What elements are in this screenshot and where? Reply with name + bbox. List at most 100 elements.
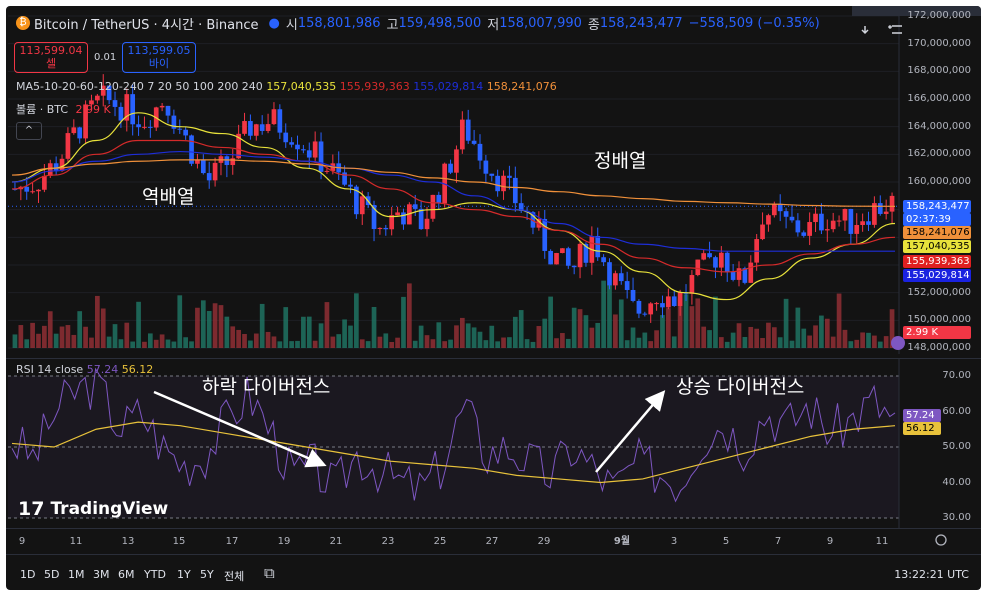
date-range-icon[interactable]: ⧉ bbox=[264, 564, 275, 582]
volume-bar bbox=[618, 299, 624, 348]
settings-gear-icon[interactable] bbox=[935, 534, 947, 546]
volume-bar bbox=[312, 340, 318, 348]
candle-body bbox=[59, 158, 65, 171]
volume-legend[interactable]: 볼륨 · BTC 2.99 K bbox=[16, 101, 111, 117]
price-tag: 158,241,076 bbox=[903, 226, 971, 239]
candle-body bbox=[448, 163, 453, 173]
volume-bar bbox=[518, 310, 524, 348]
volume-bar bbox=[536, 326, 542, 348]
sell-button[interactable]: 113,599.04 셀 bbox=[14, 42, 88, 73]
volume-bar bbox=[807, 335, 812, 348]
volume-bar bbox=[677, 298, 683, 348]
candle-body bbox=[301, 149, 306, 151]
time-tick: 19 bbox=[278, 536, 291, 547]
candle-body bbox=[224, 156, 230, 166]
candle-body bbox=[813, 213, 818, 223]
candle-body bbox=[512, 177, 518, 204]
candle-body bbox=[771, 203, 777, 216]
price-tick: 166,000,000 bbox=[907, 93, 971, 104]
rsi-legend[interactable]: RSI 14 close 57.24 56.12 bbox=[16, 363, 153, 376]
ma-legend[interactable]: MA5-10-20-60-120-240 7 20 50 100 200 240… bbox=[16, 80, 557, 93]
candle-body bbox=[507, 175, 512, 178]
candle-body bbox=[624, 281, 630, 290]
symbol-title[interactable]: ₿ Bitcoin / TetherUS · 4시간 · Binance ● 시… bbox=[16, 14, 820, 33]
ma-name: MA5-10-20-60-120-240 bbox=[16, 80, 144, 93]
buy-button[interactable]: 113,599.05 바이 bbox=[122, 42, 196, 73]
timeframe-4[interactable]: 6M bbox=[118, 568, 135, 581]
timeframe-8[interactable]: 전체 bbox=[224, 570, 245, 583]
close-value: 158,243,477 bbox=[599, 15, 683, 31]
collapse-legend-button[interactable]: ^ bbox=[16, 122, 42, 140]
timeframe-0[interactable]: 1D bbox=[20, 568, 36, 581]
time-tick: 7 bbox=[775, 536, 781, 547]
volume-bar bbox=[177, 295, 183, 348]
candle-body bbox=[660, 303, 665, 308]
volume-bar bbox=[824, 318, 830, 348]
volume-bar bbox=[336, 334, 342, 348]
volume-bar bbox=[471, 327, 477, 348]
volume-bar bbox=[877, 341, 883, 348]
volume-bar bbox=[30, 322, 35, 348]
time-tick: 29 bbox=[538, 536, 551, 547]
candle-body bbox=[689, 275, 695, 294]
volume-bar bbox=[459, 317, 465, 348]
timeframe-3[interactable]: 3M bbox=[93, 568, 110, 581]
lightning-icon[interactable] bbox=[891, 336, 905, 350]
candle-body bbox=[583, 243, 589, 263]
candle-body bbox=[47, 163, 53, 176]
volume-bar bbox=[813, 325, 818, 348]
candle-body bbox=[565, 248, 571, 266]
bear-div-arrow bbox=[153, 390, 327, 468]
volume-bar bbox=[530, 341, 536, 348]
volume-bar bbox=[18, 325, 24, 348]
price-tick: 148,000,000 bbox=[907, 342, 971, 353]
rsi-pane[interactable] bbox=[6, 358, 981, 528]
rsi-ma-line bbox=[11, 421, 896, 484]
candle-body bbox=[77, 127, 83, 139]
volume-bar bbox=[624, 340, 630, 348]
candle-body bbox=[312, 141, 318, 158]
volume-bar bbox=[100, 308, 106, 348]
watermark-text: TradingView bbox=[50, 499, 169, 519]
spread-value: 0.01 bbox=[94, 52, 117, 63]
candle-body bbox=[577, 243, 583, 268]
volume-bar bbox=[83, 326, 88, 348]
clock[interactable]: 13:22:21 UTC bbox=[894, 568, 969, 581]
volume-bar bbox=[418, 325, 424, 348]
candle-body bbox=[271, 109, 277, 125]
timeframe-1[interactable]: 5D bbox=[44, 568, 60, 581]
candle-body bbox=[118, 106, 124, 121]
volume-bar bbox=[789, 340, 795, 348]
time-axis[interactable]: 9 11 13 15 17 19 21 23 25 27 29 9월 3 5 7 9 11 bbox=[6, 528, 981, 554]
price-tag: 155,939,363 bbox=[903, 255, 971, 268]
candle-body bbox=[30, 191, 35, 193]
tradingview-logo-icon: 𝟭𝟳 bbox=[18, 498, 45, 520]
timeframe-2[interactable]: 1M bbox=[68, 568, 85, 581]
volume-bar bbox=[200, 300, 206, 348]
timeframe-5[interactable]: YTD bbox=[144, 568, 166, 581]
volume-bar bbox=[842, 329, 848, 348]
candle-body bbox=[348, 184, 353, 187]
volume-bar bbox=[465, 323, 471, 348]
volume-bar bbox=[389, 341, 395, 348]
volume-bar bbox=[230, 326, 236, 348]
volume-bar bbox=[354, 293, 359, 348]
annotation-inverse: 역배열 bbox=[142, 186, 195, 208]
ma-values: 157,040,535 155,939,363 155,029,814 158,… bbox=[266, 80, 556, 93]
candle-body bbox=[824, 229, 830, 231]
download-icon[interactable] bbox=[861, 26, 869, 35]
volume-bar bbox=[118, 339, 124, 348]
timeframe-6[interactable]: 1Y bbox=[177, 568, 191, 581]
bull-div-arrow bbox=[595, 390, 666, 473]
volume-bar bbox=[165, 339, 171, 348]
candle-body bbox=[471, 140, 477, 144]
timeframe-7[interactable]: 5Y bbox=[200, 568, 214, 581]
volume-bar bbox=[183, 337, 188, 348]
settings-icon[interactable] bbox=[888, 25, 902, 34]
volume-bar bbox=[589, 327, 595, 348]
candle-body bbox=[671, 296, 677, 307]
volume-bar bbox=[683, 294, 689, 348]
price-pane[interactable] bbox=[6, 6, 981, 354]
price-tag: 02:37:39 bbox=[903, 213, 971, 226]
volume-bar bbox=[701, 326, 707, 348]
